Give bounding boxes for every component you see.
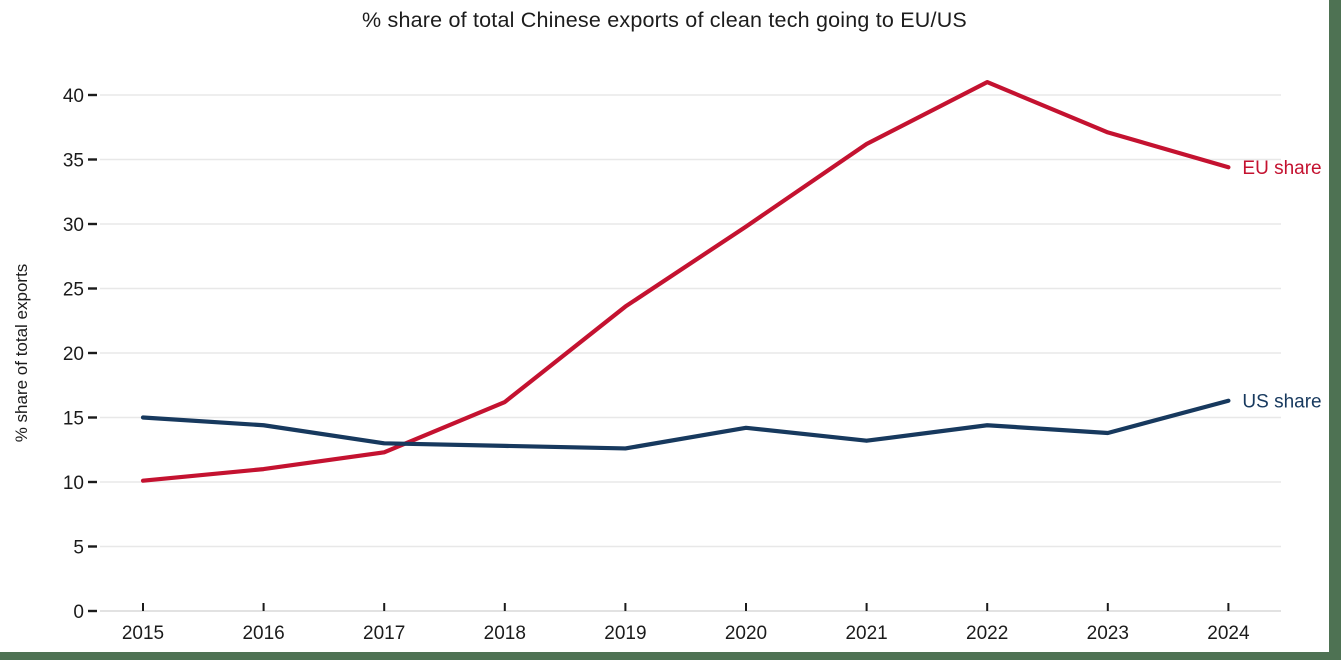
y-tick-label: 35 — [63, 151, 84, 172]
series-label-eu-share: EU share — [1242, 158, 1321, 179]
x-tick-label: 2020 — [725, 623, 767, 644]
x-tick-label: 2024 — [1207, 623, 1250, 644]
series-label-us-share: US share — [1242, 392, 1321, 413]
y-tick-label: 30 — [63, 215, 84, 236]
y-tick-label: 25 — [63, 280, 84, 301]
x-tick-label: 2015 — [122, 623, 164, 644]
line-chart: 0 5 10 15 20 25 30 35 40 2015 2016 2017 2018 2019 2020… — [63, 79, 1322, 644]
y-tick-label: 5 — [73, 538, 84, 559]
y-tick-label: 40 — [63, 86, 84, 107]
y-tick-label: 20 — [63, 344, 84, 365]
x-tick-label: 2019 — [604, 623, 646, 644]
x-tick-label: 2018 — [484, 623, 526, 644]
x-tick-label: 2021 — [845, 623, 887, 644]
x-tick-label: 2022 — [966, 623, 1008, 644]
y-tick-label: 0 — [73, 602, 84, 623]
chart-title: % share of total Chinese exports of clea… — [362, 8, 967, 32]
y-tick-label: 15 — [63, 409, 84, 430]
series-line-us-share — [140, 398, 1231, 451]
series-line-eu-share — [140, 79, 1231, 483]
x-tick-label: 2016 — [242, 623, 284, 644]
y-tick-label: 10 — [63, 473, 84, 494]
x-tick-label: 2023 — [1087, 623, 1129, 644]
chart-card: % share of total Chinese exports of clea… — [0, 0, 1329, 652]
x-tick-label: 2017 — [363, 623, 405, 644]
